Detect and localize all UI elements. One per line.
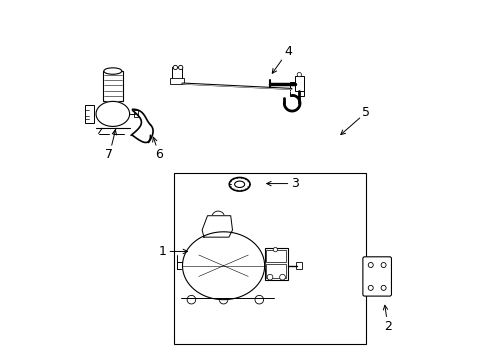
- Circle shape: [178, 65, 183, 69]
- Circle shape: [111, 112, 114, 115]
- Circle shape: [212, 211, 224, 224]
- Circle shape: [209, 251, 238, 280]
- Text: 5: 5: [341, 105, 370, 135]
- Ellipse shape: [229, 177, 250, 191]
- Text: 3: 3: [267, 177, 299, 190]
- Bar: [85, 105, 94, 123]
- Bar: [290, 82, 304, 96]
- Ellipse shape: [235, 181, 245, 188]
- Bar: [103, 71, 123, 102]
- Circle shape: [381, 285, 386, 291]
- Bar: [267, 249, 286, 262]
- FancyBboxPatch shape: [363, 257, 392, 296]
- Bar: [295, 76, 304, 91]
- Text: 4: 4: [272, 45, 292, 73]
- Circle shape: [187, 296, 196, 304]
- Circle shape: [106, 107, 120, 121]
- Circle shape: [368, 262, 373, 267]
- Bar: [206, 221, 229, 232]
- Circle shape: [220, 296, 228, 304]
- Bar: [265, 248, 288, 280]
- Circle shape: [255, 296, 264, 304]
- Bar: [170, 78, 184, 84]
- Ellipse shape: [198, 246, 248, 285]
- Bar: [134, 111, 138, 117]
- Circle shape: [297, 72, 301, 77]
- Ellipse shape: [104, 68, 122, 74]
- Circle shape: [273, 248, 277, 252]
- Circle shape: [368, 285, 373, 291]
- Polygon shape: [202, 216, 232, 237]
- Circle shape: [267, 274, 273, 280]
- Bar: [267, 264, 286, 278]
- Circle shape: [381, 262, 386, 267]
- Text: 1: 1: [159, 245, 188, 258]
- Bar: [296, 262, 302, 269]
- Polygon shape: [96, 102, 130, 126]
- Polygon shape: [182, 232, 265, 300]
- Bar: [173, 173, 367, 344]
- Text: 7: 7: [105, 130, 117, 162]
- Text: 2: 2: [383, 305, 392, 333]
- Text: 6: 6: [153, 137, 163, 162]
- Circle shape: [280, 274, 285, 280]
- Circle shape: [173, 65, 177, 69]
- Bar: [172, 67, 182, 82]
